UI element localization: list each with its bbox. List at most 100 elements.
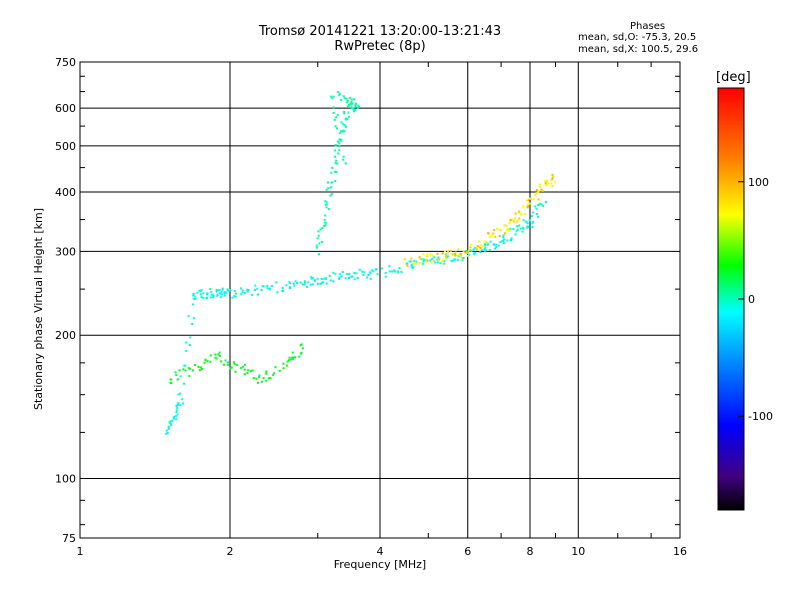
data-point xyxy=(240,287,243,290)
data-point xyxy=(240,366,243,369)
x-tick-label: 6 xyxy=(464,545,471,558)
phase-stats-o: mean, sd,O: -75.3, 20.5 xyxy=(578,32,697,43)
data-point xyxy=(170,424,173,427)
data-point xyxy=(333,170,336,173)
data-point xyxy=(321,241,324,244)
data-point xyxy=(282,362,285,365)
data-point xyxy=(173,415,176,418)
data-point xyxy=(532,220,535,223)
data-point xyxy=(334,149,337,152)
data-point xyxy=(472,248,475,251)
data-point xyxy=(176,378,179,381)
data-point xyxy=(179,404,182,407)
data-point xyxy=(489,240,492,243)
data-point xyxy=(301,347,304,350)
data-point xyxy=(188,344,191,347)
data-point xyxy=(460,253,463,256)
data-point xyxy=(341,129,344,132)
data-point xyxy=(337,152,340,155)
data-point xyxy=(508,229,511,232)
data-point xyxy=(223,291,226,294)
data-point xyxy=(426,258,429,261)
data-point xyxy=(329,194,332,197)
data-point xyxy=(197,365,200,368)
data-point xyxy=(545,201,548,204)
data-point xyxy=(357,105,360,108)
data-point xyxy=(215,357,218,360)
data-point xyxy=(514,233,517,236)
data-point xyxy=(460,256,463,259)
data-point xyxy=(540,203,543,206)
data-point xyxy=(446,255,449,258)
data-point xyxy=(529,197,532,200)
data-point xyxy=(349,96,352,99)
data-point xyxy=(509,227,512,230)
data-point xyxy=(268,288,271,291)
data-point xyxy=(346,99,349,102)
data-point xyxy=(340,275,343,278)
data-point xyxy=(249,370,252,373)
data-point xyxy=(171,419,174,422)
data-point xyxy=(534,194,537,197)
data-point xyxy=(313,280,316,283)
data-point xyxy=(457,248,460,251)
data-point xyxy=(286,360,289,363)
data-point xyxy=(332,95,335,98)
data-point xyxy=(441,252,444,255)
data-point xyxy=(347,276,350,279)
data-point xyxy=(456,258,459,261)
data-point xyxy=(319,228,322,231)
data-point xyxy=(467,249,470,252)
data-point xyxy=(513,217,516,220)
data-point xyxy=(223,363,226,366)
data-point xyxy=(518,224,521,227)
data-point xyxy=(310,277,313,280)
data-point xyxy=(321,226,324,229)
data-point xyxy=(393,269,396,272)
data-point xyxy=(175,404,178,407)
data-point xyxy=(452,259,455,262)
data-point xyxy=(315,246,318,249)
data-point xyxy=(188,367,191,370)
data-point xyxy=(346,272,349,275)
data-point xyxy=(546,182,549,185)
data-point xyxy=(335,170,338,173)
data-point xyxy=(430,261,433,264)
data-point xyxy=(233,362,236,365)
x-tick-label: 8 xyxy=(527,545,534,558)
data-point xyxy=(421,262,424,265)
data-point xyxy=(198,289,201,292)
data-point xyxy=(175,374,178,377)
data-point xyxy=(509,218,512,221)
data-point xyxy=(191,322,194,325)
data-point xyxy=(324,278,327,281)
data-point xyxy=(527,205,530,208)
data-point xyxy=(278,369,281,372)
data-point xyxy=(449,249,452,252)
data-point xyxy=(192,294,195,297)
data-point xyxy=(267,377,270,380)
data-point xyxy=(426,260,429,263)
data-point xyxy=(340,139,343,142)
data-point xyxy=(545,179,548,182)
data-point xyxy=(436,258,439,261)
data-point xyxy=(214,356,217,359)
data-point xyxy=(461,259,464,262)
data-point xyxy=(371,269,374,272)
data-point xyxy=(554,180,557,183)
data-point xyxy=(438,258,441,261)
data-point xyxy=(182,368,185,371)
data-point xyxy=(537,198,540,201)
data-point xyxy=(209,354,212,357)
data-point xyxy=(200,296,203,299)
data-point xyxy=(338,149,341,152)
data-point xyxy=(418,256,421,259)
data-point xyxy=(334,125,337,128)
data-point xyxy=(469,246,472,249)
data-point xyxy=(200,289,203,292)
data-point xyxy=(266,287,269,290)
colorbar-tick-label: -100 xyxy=(748,410,773,423)
data-point xyxy=(187,366,190,369)
data-point xyxy=(456,254,459,257)
data-point xyxy=(221,287,224,290)
